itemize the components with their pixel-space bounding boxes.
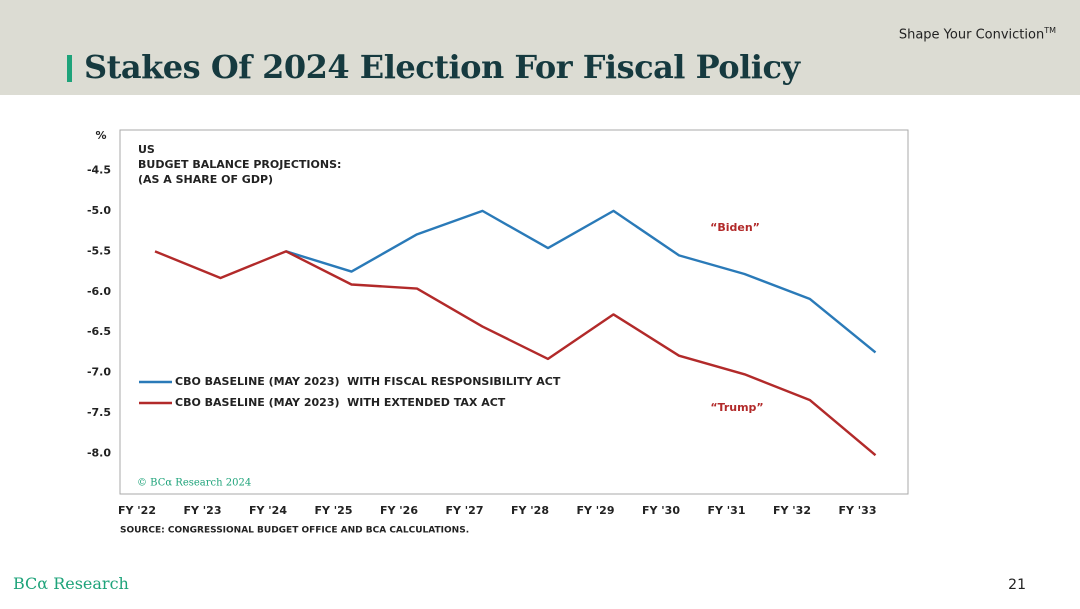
x-tick-label: FY '31 xyxy=(708,504,746,517)
page-number: 21 xyxy=(1008,577,1026,593)
y-unit: % xyxy=(95,129,106,142)
annotation: “Biden” xyxy=(710,221,760,234)
x-tick-label: FY '32 xyxy=(773,504,811,517)
x-tick-label: FY '28 xyxy=(511,504,549,517)
x-tick-label: FY '27 xyxy=(446,504,484,517)
x-tick-label: FY '33 xyxy=(839,504,877,517)
x-tick-label: FY '30 xyxy=(642,504,680,517)
y-tick-label: -6.5 xyxy=(87,325,111,338)
header-band xyxy=(0,0,1080,95)
copyright: © BCα Research 2024 xyxy=(137,478,251,489)
annotation: “Trump” xyxy=(710,401,763,414)
x-tick-label: FY '25 xyxy=(315,504,353,517)
x-tick-label: FY '24 xyxy=(249,504,287,517)
y-tick-label: -5.5 xyxy=(87,244,111,257)
series-line xyxy=(285,209,877,354)
legend-label: CBO BASELINE (MAY 2023) WITH FISCAL RESP… xyxy=(175,375,561,388)
tagline-text: Shape Your Conviction xyxy=(898,27,1045,43)
subtitle: BUDGET BALANCE PROJECTIONS: xyxy=(138,158,341,171)
plot-frame xyxy=(119,129,909,495)
y-tick-label: -5.0 xyxy=(87,204,111,217)
x-tick-label: FY '29 xyxy=(577,504,615,517)
x-tick-label: FY '22 xyxy=(118,504,156,517)
y-tick-label: -4.5 xyxy=(87,163,111,176)
y-tick-label: -7.0 xyxy=(87,366,111,379)
tagline: Shape Your ConvictionTM xyxy=(899,26,1056,42)
trademark: TM xyxy=(1044,26,1056,35)
subtitle: US xyxy=(138,143,155,156)
source: SOURCE: CONGRESSIONAL BUDGET OFFICE AND … xyxy=(120,526,469,536)
x-tick-label: FY '26 xyxy=(380,504,418,517)
x-tick-label: FY '23 xyxy=(184,504,222,517)
y-tick-label: -7.5 xyxy=(87,406,111,419)
y-tick-label: -8.0 xyxy=(87,447,111,460)
legend-label: CBO BASELINE (MAY 2023) WITH EXTENDED TA… xyxy=(175,396,506,409)
logo: BCα Research xyxy=(13,574,129,593)
y-tick-label: -6.0 xyxy=(87,285,111,298)
series-line xyxy=(154,250,877,457)
slide-title: Stakes Of 2024 Election For Fiscal Polic… xyxy=(84,48,800,86)
subtitle: (AS A SHARE OF GDP) xyxy=(138,173,273,186)
title-accent xyxy=(67,55,72,82)
